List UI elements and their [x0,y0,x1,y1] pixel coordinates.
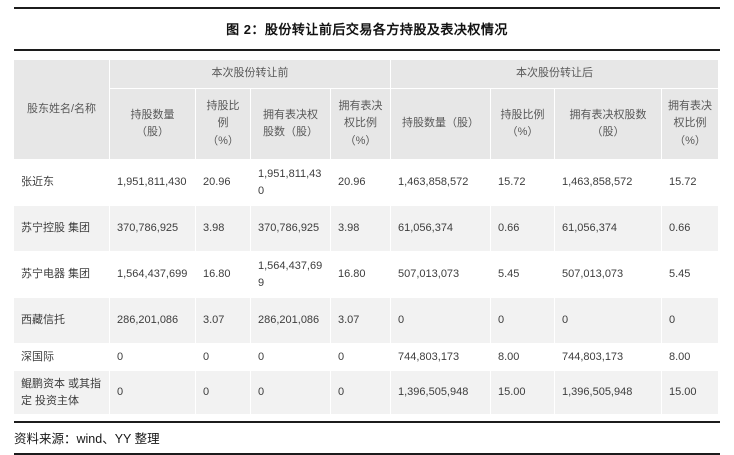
after-voting-ratio-cell: 15.00 [662,371,718,414]
table-column-header-row: 持股数量 （股） 持股比 例 （%） 拥有表决权 股数（股） 拥有表决 权比例 … [14,89,718,159]
table-row: 张近东 1,951,811,430 20.96 1,951,811,430 20… [14,160,718,205]
before-shares-cell: 1,564,437,699 [110,252,195,297]
group-header-after-transfer: 本次股份转让后 [391,60,718,88]
after-voting-shares-cell: 0 [555,298,661,343]
before-voting-ratio-cell: 20.96 [331,160,390,205]
after-voting-ratio-cell: 8.00 [662,344,718,370]
shareholding-table: 股东姓名/名称 本次股份转让前 本次股份转让后 持股数量 （股） 持股比 例 （… [13,59,719,415]
table-row: 苏宁电器 集团 1,564,437,699 16.80 1,564,437,69… [14,252,718,297]
col-header-before-voting-ratio: 拥有表决 权比例 （%） [331,89,390,159]
col-header-before-share-ratio: 持股比 例 （%） [196,89,250,159]
after-share-ratio-cell: 15.72 [491,160,554,205]
source-note: 资料来源：wind、YY 整理 [14,432,160,446]
col-header-after-share-ratio: 持股比例 （%） [491,89,554,159]
before-shares-cell: 0 [110,371,195,414]
before-voting-ratio-cell: 3.07 [331,298,390,343]
after-share-ratio-cell: 0 [491,298,554,343]
after-share-ratio-cell: 5.45 [491,252,554,297]
group-header-before-transfer: 本次股份转让前 [110,60,390,88]
before-share-ratio-cell: 0 [196,371,250,414]
before-share-ratio-cell: 0 [196,344,250,370]
before-voting-shares-cell: 370,786,925 [251,206,330,251]
before-share-ratio-cell: 16.80 [196,252,250,297]
before-voting-ratio-cell: 3.98 [331,206,390,251]
table-row: 鲲鹏资本 或其指定 投资主体 0 0 0 0 1,396,505,948 15.… [14,371,718,414]
shareholder-name-cell: 鲲鹏资本 或其指定 投资主体 [14,371,109,414]
before-share-ratio-cell: 3.07 [196,298,250,343]
after-voting-ratio-cell: 5.45 [662,252,718,297]
after-shares-cell: 0 [391,298,490,343]
after-share-ratio-cell: 8.00 [491,344,554,370]
shareholder-name-cell: 深国际 [14,344,109,370]
after-voting-ratio-cell: 15.72 [662,160,718,205]
shareholder-name-cell: 苏宁电器 集团 [14,252,109,297]
after-share-ratio-cell: 0.66 [491,206,554,251]
after-shares-cell: 61,056,374 [391,206,490,251]
before-voting-shares-cell: 0 [251,344,330,370]
table-group-header-row: 股东姓名/名称 本次股份转让前 本次股份转让后 [14,60,718,159]
after-voting-shares-cell: 1,463,858,572 [555,160,661,205]
before-share-ratio-cell: 3.98 [196,206,250,251]
before-voting-shares-cell: 1,564,437,699 [251,252,330,297]
source-divider-rule [14,421,720,423]
col-header-after-voting-ratio: 拥有表决 权比例 （%） [662,89,718,159]
before-voting-shares-cell: 0 [251,371,330,414]
bottom-rule [14,453,720,455]
table-row: 苏宁控股 集团 370,786,925 3.98 370,786,925 3.9… [14,206,718,251]
top-rule [14,7,720,9]
before-voting-ratio-cell: 0 [331,344,390,370]
before-shares-cell: 1,951,811,430 [110,160,195,205]
before-shares-cell: 370,786,925 [110,206,195,251]
after-voting-shares-cell: 507,013,073 [555,252,661,297]
after-shares-cell: 507,013,073 [391,252,490,297]
shareholder-name-cell: 西藏信托 [14,298,109,343]
after-shares-cell: 744,803,173 [391,344,490,370]
col-header-after-voting-shares: 拥有表决权股数 （股） [555,89,661,159]
shareholder-name-cell: 苏宁控股 集团 [14,206,109,251]
col-header-after-shares: 持股数量（股） [391,89,490,159]
before-share-ratio-cell: 20.96 [196,160,250,205]
before-voting-ratio-cell: 0 [331,371,390,414]
after-shares-cell: 1,463,858,572 [391,160,490,205]
shareholder-name-cell: 张近东 [14,160,109,205]
after-voting-shares-cell: 61,056,374 [555,206,661,251]
before-shares-cell: 286,201,086 [110,298,195,343]
after-voting-shares-cell: 744,803,173 [555,344,661,370]
after-share-ratio-cell: 15.00 [491,371,554,414]
after-voting-ratio-cell: 0 [662,298,718,343]
table-row: 深国际 0 0 0 0 744,803,173 8.00 744,803,173… [14,344,718,370]
before-voting-shares-cell: 286,201,086 [251,298,330,343]
title-divider-rule [14,49,720,51]
before-shares-cell: 0 [110,344,195,370]
col-header-before-shares: 持股数量 （股） [110,89,195,159]
col-header-shareholder-name: 股东姓名/名称 [14,60,109,159]
after-shares-cell: 1,396,505,948 [391,371,490,414]
table-row: 西藏信托 286,201,086 3.07 286,201,086 3.07 0… [14,298,718,343]
before-voting-shares-cell: 1,951,811,430 [251,160,330,205]
figure-title: 图 2：股份转让前后交易各方持股及表决权情况 [226,22,508,37]
after-voting-shares-cell: 1,396,505,948 [555,371,661,414]
before-voting-ratio-cell: 16.80 [331,252,390,297]
after-voting-ratio-cell: 0.66 [662,206,718,251]
col-header-before-voting-shares: 拥有表决权 股数（股） [251,89,330,159]
